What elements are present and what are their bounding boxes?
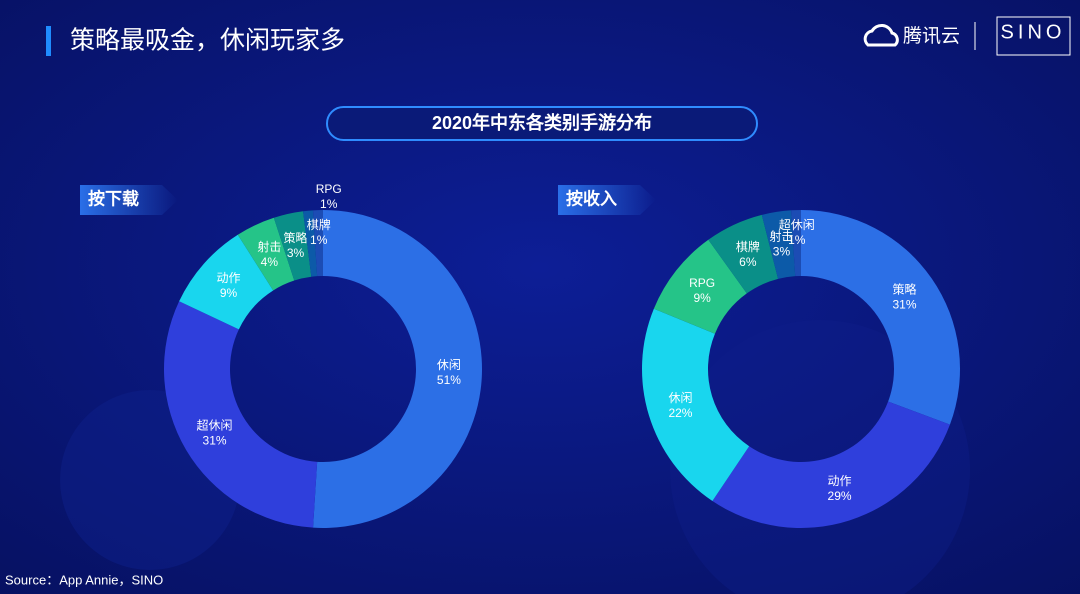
title-bar [46, 26, 51, 56]
value-label: 31% [203, 433, 227, 447]
slice-label: 策略 [893, 281, 917, 296]
slice-label: 射击 [769, 229, 793, 244]
donut-slice [273, 211, 312, 281]
logo: 腾讯云 SINO [863, 16, 1071, 56]
value-label: 4% [261, 255, 279, 269]
value-label: 3% [773, 245, 791, 259]
donut-slice [712, 401, 950, 528]
slice-label: 超休闲 [197, 417, 233, 432]
title-pill [326, 106, 758, 141]
logo-text: 腾讯云 [903, 25, 960, 47]
value-label: 1% [310, 233, 328, 247]
slice-label: 棋牌 [736, 240, 760, 254]
chart-subtitle: 按下载 [88, 188, 139, 208]
slice-label: 策略 [284, 230, 308, 245]
value-label: 1% [320, 197, 338, 211]
value-label: 29% [828, 489, 852, 503]
slice-label: 射击 [257, 239, 281, 254]
donut-slice [179, 234, 274, 330]
donut-slice [303, 210, 318, 277]
source: Source：App Annie，SINO [5, 572, 163, 587]
donut-slice [237, 217, 295, 291]
donut-slice [313, 210, 482, 528]
tag-shape [80, 185, 178, 215]
donut-slice [653, 239, 747, 334]
value-label: 22% [668, 406, 692, 420]
slice-label: 动作 [828, 474, 852, 488]
value-label: 3% [287, 246, 305, 260]
donut-slice [313, 210, 323, 277]
value-label: 51% [437, 373, 461, 387]
slice-label: 棋牌 [307, 218, 331, 232]
slide-title: 策略最吸金，休闲玩家多 [70, 27, 345, 55]
donut-slice [163, 301, 318, 528]
donut-slice [801, 210, 960, 425]
tag-shape [558, 185, 656, 215]
slice-label: RPG [689, 276, 715, 290]
donut-slice [791, 210, 801, 277]
slice-label: 动作 [216, 271, 240, 285]
value-label: 1% [788, 233, 806, 247]
slice-label: RPG [316, 182, 342, 196]
slice-label: 休闲 [437, 358, 461, 372]
main-title: 2020年中东各类别手游分布 [432, 112, 652, 133]
chart-subtitle: 按收入 [566, 188, 617, 208]
value-label: 31% [893, 297, 917, 311]
donut-slice [708, 214, 779, 294]
value-label: 6% [739, 255, 757, 269]
donut-slice [761, 210, 796, 279]
donut-slice [642, 308, 750, 502]
value-label: 9% [693, 291, 711, 305]
slice-label: 超休闲 [779, 217, 815, 232]
slice-label: 休闲 [668, 391, 692, 405]
brand: SINO [1001, 21, 1066, 43]
value-label: 9% [220, 286, 238, 300]
